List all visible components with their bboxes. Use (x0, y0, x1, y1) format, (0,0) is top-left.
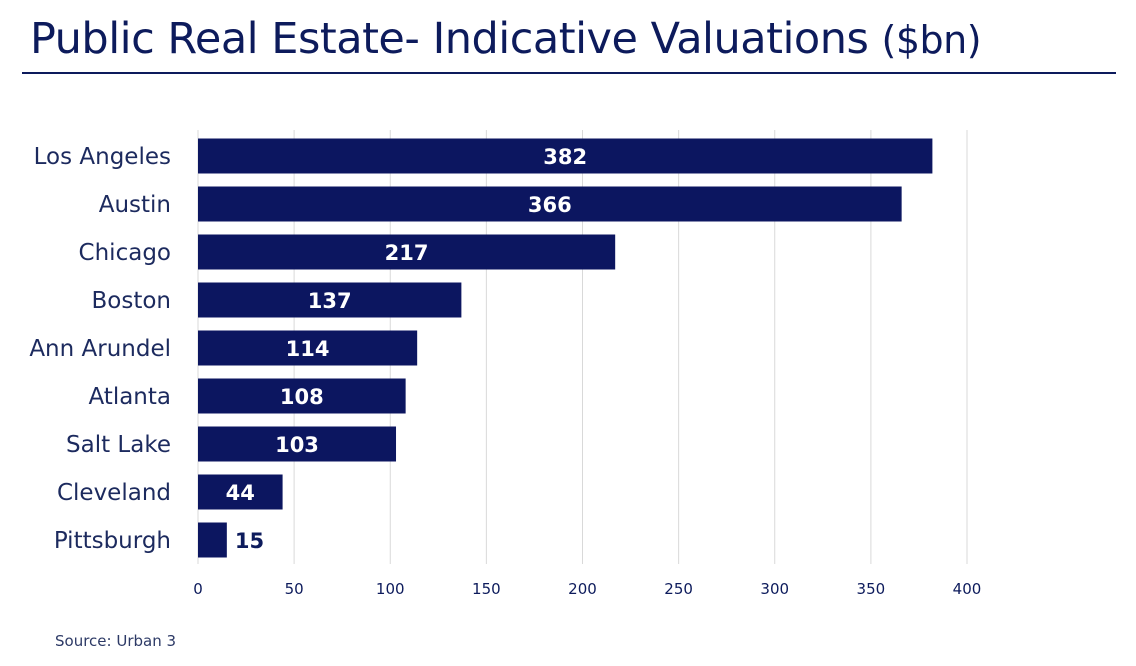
data-label: 108 (280, 385, 324, 409)
data-label: 114 (286, 337, 330, 361)
category-label: Atlanta (88, 384, 171, 410)
category-label: Salt Lake (66, 432, 171, 458)
source-note: Source: Urban 3 (55, 632, 176, 650)
category-label: Chicago (79, 240, 171, 266)
category-label: Cleveland (57, 480, 171, 506)
data-label: 103 (275, 433, 319, 457)
x-tick-label: 400 (953, 580, 982, 598)
x-tick-label: 250 (664, 580, 693, 598)
x-tick-label: 100 (376, 580, 405, 598)
x-tick-label: 150 (472, 580, 501, 598)
data-label: 382 (543, 145, 587, 169)
category-label: Boston (91, 288, 171, 314)
x-tick-label: 300 (760, 580, 789, 598)
x-tick-label: 0 (193, 580, 203, 598)
data-label: 137 (308, 289, 352, 313)
data-label: 217 (385, 241, 429, 265)
data-label: 366 (528, 193, 572, 217)
category-label: Los Angeles (34, 144, 171, 170)
category-label: Austin (99, 192, 171, 218)
bar (198, 523, 227, 558)
category-labels: Los Angeles Austin Chicago Boston Ann Arunde… (29, 144, 171, 554)
category-label: Ann Arundel (29, 336, 171, 362)
x-axis-ticks: 0 50 100 150 200 250 300 350 400 (193, 580, 981, 598)
x-tick-label: 200 (568, 580, 597, 598)
category-label: Pittsburgh (54, 528, 171, 554)
data-label: 44 (226, 481, 255, 505)
x-tick-label: 50 (285, 580, 304, 598)
x-tick-label: 350 (857, 580, 886, 598)
data-label: 15 (235, 529, 264, 553)
bar-chart: Los Angeles Austin Chicago Boston Ann Arunde… (0, 0, 1136, 620)
